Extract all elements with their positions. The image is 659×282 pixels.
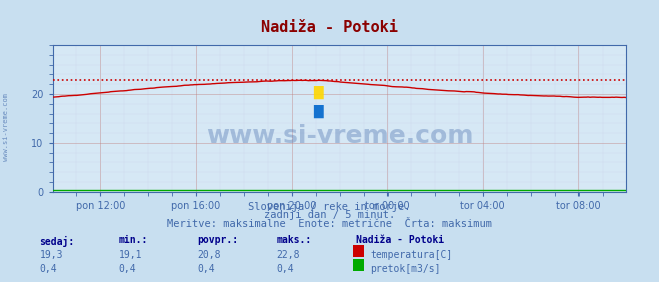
Text: 20,8: 20,8 <box>198 250 221 259</box>
Text: █: █ <box>313 85 322 99</box>
Text: 0,4: 0,4 <box>119 264 136 274</box>
Text: 0,4: 0,4 <box>277 264 295 274</box>
Text: www.si-vreme.com: www.si-vreme.com <box>3 93 9 161</box>
Text: www.si-vreme.com: www.si-vreme.com <box>206 124 473 148</box>
Text: █: █ <box>313 105 322 118</box>
Text: Nadiža - Potoki: Nadiža - Potoki <box>261 20 398 35</box>
Text: 22,8: 22,8 <box>277 250 301 259</box>
Text: pretok[m3/s]: pretok[m3/s] <box>370 264 441 274</box>
Text: maks.:: maks.: <box>277 235 312 245</box>
Text: temperatura[C]: temperatura[C] <box>370 250 453 259</box>
Text: Nadiža - Potoki: Nadiža - Potoki <box>356 235 444 245</box>
Text: sedaj:: sedaj: <box>40 235 74 246</box>
Text: 0,4: 0,4 <box>198 264 215 274</box>
Text: povpr.:: povpr.: <box>198 235 239 245</box>
Text: zadnji dan / 5 minut.: zadnji dan / 5 minut. <box>264 210 395 220</box>
Text: Meritve: maksimalne  Enote: metrične  Črta: maksimum: Meritve: maksimalne Enote: metrične Črta… <box>167 219 492 228</box>
Text: 0,4: 0,4 <box>40 264 57 274</box>
Text: min.:: min.: <box>119 235 148 245</box>
Text: 19,1: 19,1 <box>119 250 142 259</box>
Text: 19,3: 19,3 <box>40 250 63 259</box>
Text: Slovenija / reke in morje.: Slovenija / reke in morje. <box>248 202 411 212</box>
